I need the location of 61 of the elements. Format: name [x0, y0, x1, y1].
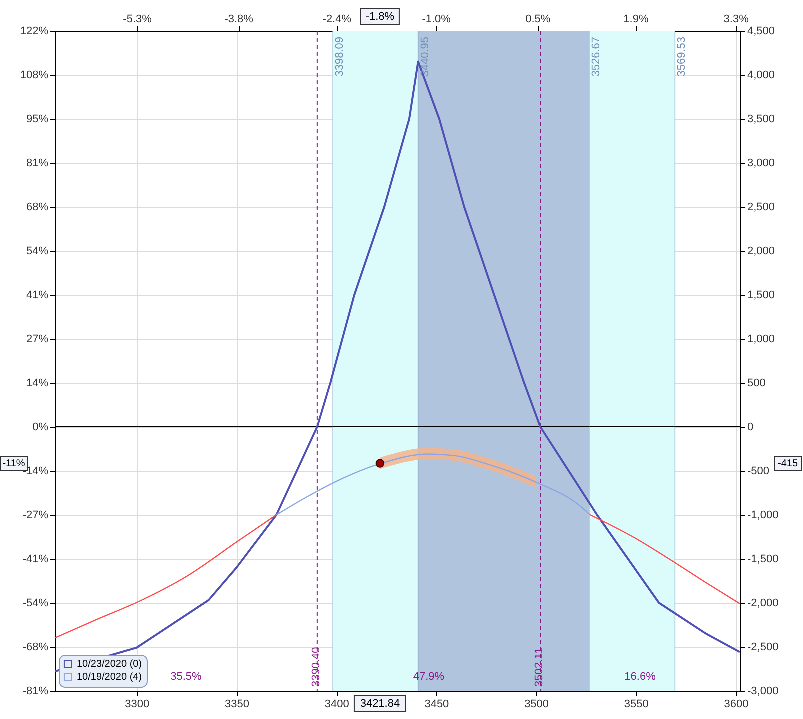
x2-tick-label: -5.3% [123, 14, 152, 26]
legend-label: 10/19/2020 (4) [77, 672, 142, 683]
ref-line-label: 3569.53 [676, 37, 688, 77]
y-tick-label: -14% [22, 466, 49, 478]
y-tick-label: -81% [22, 686, 49, 698]
y2-tick-label: -3,000 [748, 686, 779, 698]
y-tick-label: 41% [26, 289, 49, 302]
ref-line-label: 3440.95 [419, 37, 432, 77]
x-tick-label: 3450 [424, 698, 450, 710]
y2-tick-label: -2,500 [748, 642, 779, 654]
y2-tick-label: 3,000 [748, 158, 776, 170]
ref-line-label: 3526.67 [590, 37, 603, 77]
x2-tick-label: 0.5% [526, 14, 551, 26]
y2-tick-label: 4,000 [748, 70, 776, 82]
annotation: 16.6% [624, 671, 656, 683]
y2-tick-label: 4,500 [748, 26, 776, 38]
x-tick-label: 3500 [524, 698, 550, 710]
y-tick-label: 54% [26, 246, 49, 258]
ref-line-label: 3502.11 [534, 648, 546, 687]
y-tick-label: 68% [26, 201, 49, 214]
x-tick-label: 3350 [224, 698, 250, 710]
ref-line-label: 3390.40 [310, 647, 322, 687]
legend-label: 10/23/2020 (0) [77, 659, 142, 670]
y2-tick-label: 0 [748, 422, 754, 434]
y-tick-label: 27% [26, 334, 49, 346]
y2-tick-label: 1,500 [748, 290, 776, 302]
y-tick-label: 14% [26, 377, 49, 390]
y2-tick-label: -2,000 [748, 598, 779, 610]
x-tick-label: 3600 [724, 698, 749, 710]
y2-tick-label: 3,500 [748, 114, 776, 126]
y-tick-label: 108% [20, 70, 49, 82]
y2-tick-label: -500 [748, 466, 770, 478]
x2-tick-label: -2.4% [322, 14, 352, 26]
y2-tick-label: 1,000 [748, 334, 776, 346]
x-tick-label: 3550 [624, 698, 649, 710]
text: -415 [778, 458, 798, 470]
y-tick-label: 0% [32, 422, 49, 434]
text: -1.8% [366, 11, 395, 23]
y2-tick-label: -1,500 [748, 554, 779, 566]
x2-tick-label: -1.0% [422, 14, 452, 26]
x2-tick-label: -3.8% [224, 14, 254, 26]
x-tick-label: 3400 [324, 698, 350, 710]
y-tick-label: 95% [26, 113, 49, 126]
y-tick-label: 81% [26, 158, 49, 170]
y2-tick-label: 2,000 [748, 246, 776, 258]
x2-tick-label: 3.3% [724, 14, 750, 26]
annotation: 35.5% [170, 671, 202, 683]
ref-line-label: 3398.09 [334, 37, 346, 77]
text: 3421.84 [360, 698, 400, 710]
x-tick-label: 3300 [125, 698, 150, 710]
y-tick-label: -41% [22, 554, 49, 566]
y2-tick-label: 500 [748, 378, 766, 390]
annotation: 47.9% [413, 671, 445, 683]
y-tick-label: -27% [22, 510, 49, 522]
y-tick-label: -54% [22, 598, 49, 610]
y2-tick-label: -1,000 [748, 510, 779, 522]
text: -11% [2, 458, 26, 470]
x2-tick-label: 1.9% [624, 14, 649, 26]
y2-tick-label: 2,500 [748, 202, 776, 214]
y-tick-label: -68% [22, 642, 49, 654]
y-tick-label: 122% [20, 26, 49, 38]
